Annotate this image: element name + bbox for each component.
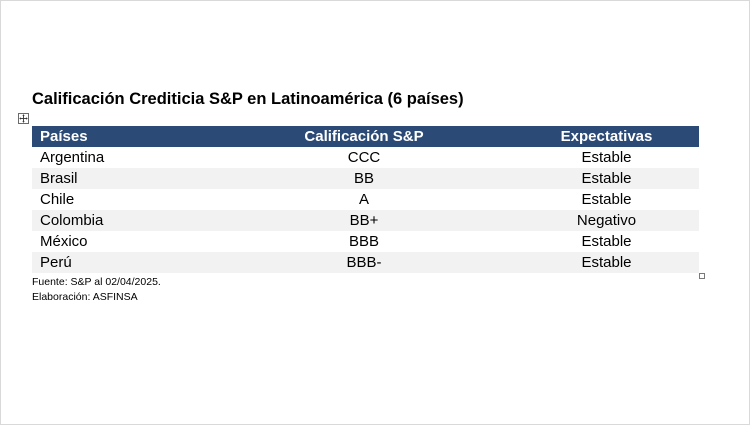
- ratings-table: Países Calificación S&P Expectativas Arg…: [32, 126, 699, 273]
- resize-handle-icon[interactable]: [699, 273, 705, 279]
- table-title: Calificación Crediticia S&P en Latinoamé…: [32, 90, 464, 108]
- outlook-cell: Estable: [581, 233, 632, 250]
- rating-cell: BB: [214, 168, 514, 189]
- source-note: Fuente: S&P al 02/04/2025.: [32, 276, 161, 288]
- header-rating: Calificación S&P: [214, 126, 514, 147]
- credit-note: Elaboración: ASFINSA: [32, 291, 138, 303]
- country-cell: Chile: [40, 191, 75, 208]
- rating-cell: BBB: [348, 233, 379, 250]
- header-outlook: Expectativas: [514, 126, 699, 147]
- header-countries: Países: [32, 126, 214, 147]
- table-row: México BBB Estable: [32, 231, 699, 252]
- table-row: Argentina CCC Estable: [32, 147, 699, 168]
- country-cell: Argentina: [40, 149, 105, 166]
- table-row: Colombia BB+ Negativo: [32, 210, 699, 231]
- outlook-cell: Negativo: [514, 210, 699, 231]
- rating-cell: A: [358, 191, 369, 208]
- rating-cell: BB+: [214, 210, 514, 231]
- rating-cell: CCC: [347, 149, 381, 166]
- table-row: Perú BBB- Estable: [32, 252, 699, 273]
- country-cell: Brasil: [32, 168, 214, 189]
- outlook-cell: Estable: [581, 191, 632, 208]
- outlook-cell: Estable: [581, 149, 632, 166]
- move-arrows-icon[interactable]: [18, 113, 29, 124]
- table-row: Brasil BB Estable: [32, 168, 699, 189]
- table-header-row: Países Calificación S&P Expectativas: [32, 126, 699, 147]
- table-row: Chile A Estable: [32, 189, 699, 210]
- outlook-cell: Estable: [514, 252, 699, 273]
- country-cell: Colombia: [32, 210, 214, 231]
- table-notes: Fuente: S&P al 02/04/2025. Elaboración: …: [32, 275, 161, 305]
- country-cell: México: [40, 233, 88, 250]
- outlook-cell: Estable: [514, 168, 699, 189]
- country-cell: Perú: [32, 252, 214, 273]
- rating-cell: BBB-: [214, 252, 514, 273]
